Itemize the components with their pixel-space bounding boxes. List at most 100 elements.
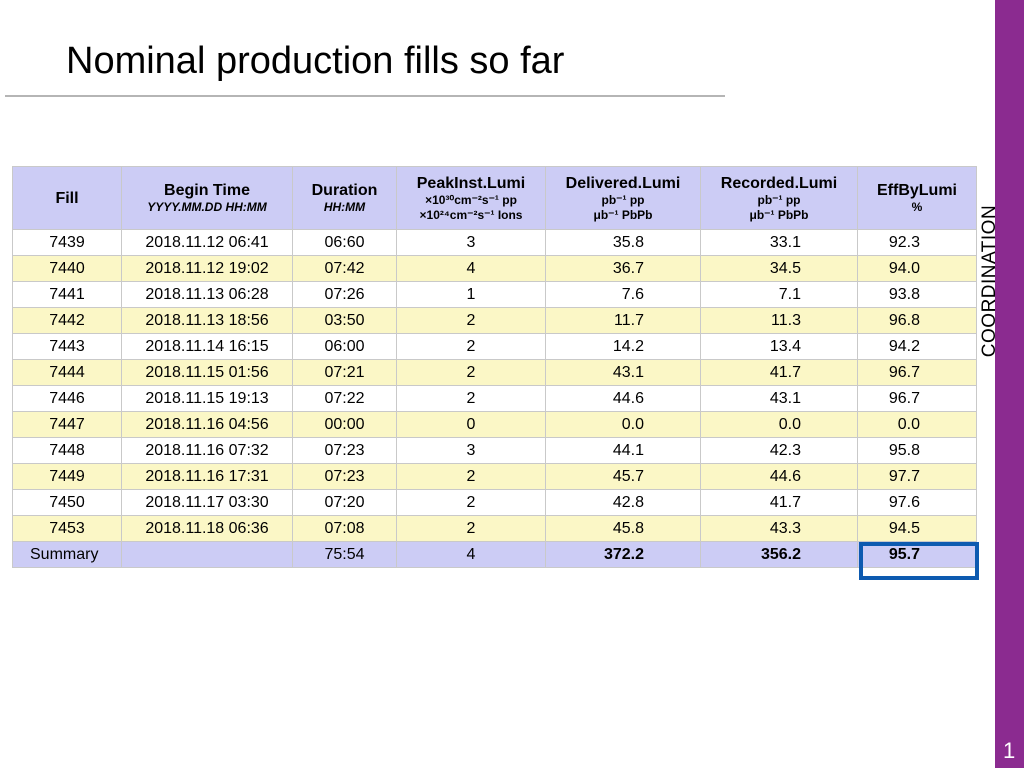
cell-begin-time: 2018.11.16 04:56: [121, 411, 293, 438]
cell-begin-time: 2018.11.16 17:31: [121, 463, 293, 490]
cell-duration: 07:26: [292, 281, 397, 308]
cell-peak: 2: [396, 515, 546, 542]
cell-recorded: 0.0: [700, 411, 858, 438]
cell-recorded: 43.1: [700, 385, 858, 412]
cell-fill: 7444: [12, 359, 122, 386]
cell-begin-time: 2018.11.15 01:56: [121, 359, 293, 386]
cell-recorded: 33.1: [700, 229, 858, 256]
cell-begin-time: 2018.11.15 19:13: [121, 385, 293, 412]
cell-fill: 7449: [12, 463, 122, 490]
cell-eff: 94.2: [857, 333, 977, 360]
table-header-row: Fill Begin Time YYYY.MM.DD HH:MM Duratio…: [12, 166, 977, 230]
cell-begin-time: 2018.11.18 06:36: [121, 515, 293, 542]
cell-duration: 07:20: [292, 489, 397, 516]
summary-duration: 75:54: [292, 541, 397, 568]
cell-fill: 7443: [12, 333, 122, 360]
cell-fill: 7447: [12, 411, 122, 438]
cell-recorded: 42.3: [700, 437, 858, 464]
cell-delivered: 14.2: [545, 333, 701, 360]
cell-fill: 7446: [12, 385, 122, 412]
cell-duration: 07:23: [292, 463, 397, 490]
cell-eff: 96.7: [857, 359, 977, 386]
cell-peak: 2: [396, 333, 546, 360]
cell-eff: 97.6: [857, 489, 977, 516]
summary-eff-highlight-box: [859, 542, 979, 580]
cell-fill: 7442: [12, 307, 122, 334]
cell-duration: 07:08: [292, 515, 397, 542]
cell-fill: 7448: [12, 437, 122, 464]
header-recorded-lumi: Recorded.Lumi pb⁻¹ pp μb⁻¹ PbPb: [700, 166, 858, 230]
cell-recorded: 13.4: [700, 333, 858, 360]
cell-eff: 94.5: [857, 515, 977, 542]
cell-peak: 2: [396, 463, 546, 490]
summary-peak: 4: [396, 541, 546, 568]
header-peak-inst-lumi: PeakInst.Lumi ×10³⁰cm⁻²s⁻¹ pp ×10²⁴cm⁻²s…: [396, 166, 546, 230]
cell-recorded: 41.7: [700, 359, 858, 386]
table-row: 7444 2018.11.15 01:56 07:21 2 43.1 41.7 …: [12, 359, 977, 386]
table-row: 7447 2018.11.16 04:56 00:00 0 0.0 0.0 0.…: [12, 411, 977, 438]
cell-recorded: 11.3: [700, 307, 858, 334]
cell-fill: 7453: [12, 515, 122, 542]
cell-recorded: 41.7: [700, 489, 858, 516]
cell-begin-time: 2018.11.17 03:30: [121, 489, 293, 516]
summary-row: Summary 75:54 4 372.2 356.2 95.7: [12, 541, 977, 568]
table-row: 7440 2018.11.12 19:02 07:42 4 36.7 34.5 …: [12, 255, 977, 282]
table-row: 7449 2018.11.16 17:31 07:23 2 45.7 44.6 …: [12, 463, 977, 490]
side-label: COORDINATION: [979, 204, 1000, 358]
header-begin-time: Begin Time YYYY.MM.DD HH:MM: [121, 166, 293, 230]
header-fill: Fill: [12, 166, 122, 230]
cell-eff: 96.7: [857, 385, 977, 412]
summary-begin-time: [121, 541, 293, 568]
cell-begin-time: 2018.11.16 07:32: [121, 437, 293, 464]
cell-duration: 03:50: [292, 307, 397, 334]
cell-peak: 2: [396, 307, 546, 334]
cell-peak: 2: [396, 359, 546, 386]
table-row: 7448 2018.11.16 07:32 07:23 3 44.1 42.3 …: [12, 437, 977, 464]
cell-duration: 07:42: [292, 255, 397, 282]
cell-delivered: 45.8: [545, 515, 701, 542]
table-row: 7450 2018.11.17 03:30 07:20 2 42.8 41.7 …: [12, 489, 977, 516]
cell-duration: 06:00: [292, 333, 397, 360]
cell-eff: 97.7: [857, 463, 977, 490]
cell-begin-time: 2018.11.12 06:41: [121, 229, 293, 256]
table-row: 7441 2018.11.13 06:28 07:26 1 7.6 7.1 93…: [12, 281, 977, 308]
cell-begin-time: 2018.11.13 06:28: [121, 281, 293, 308]
cell-peak: 4: [396, 255, 546, 282]
side-bar: [995, 0, 1024, 768]
cell-eff: 93.8: [857, 281, 977, 308]
cell-fill: 7440: [12, 255, 122, 282]
cell-delivered: 0.0: [545, 411, 701, 438]
cell-delivered: 45.7: [545, 463, 701, 490]
cell-peak: 0: [396, 411, 546, 438]
summary-label: Summary: [12, 541, 122, 568]
cell-peak: 2: [396, 489, 546, 516]
cell-delivered: 44.1: [545, 437, 701, 464]
cell-duration: 07:23: [292, 437, 397, 464]
cell-delivered: 42.8: [545, 489, 701, 516]
cell-fill: 7441: [12, 281, 122, 308]
cell-delivered: 43.1: [545, 359, 701, 386]
title-underline: [5, 95, 725, 97]
fills-table: Fill Begin Time YYYY.MM.DD HH:MM Duratio…: [12, 166, 977, 568]
cell-peak: 3: [396, 437, 546, 464]
cell-fill: 7439: [12, 229, 122, 256]
cell-duration: 06:60: [292, 229, 397, 256]
table-row: 7453 2018.11.18 06:36 07:08 2 45.8 43.3 …: [12, 515, 977, 542]
slide-title: Nominal production fills so far: [66, 40, 565, 82]
header-eff-by-lumi: EffByLumi %: [857, 166, 977, 230]
cell-duration: 07:22: [292, 385, 397, 412]
cell-recorded: 44.6: [700, 463, 858, 490]
cell-begin-time: 2018.11.12 19:02: [121, 255, 293, 282]
table-row: 7442 2018.11.13 18:56 03:50 2 11.7 11.3 …: [12, 307, 977, 334]
cell-delivered: 36.7: [545, 255, 701, 282]
cell-recorded: 7.1: [700, 281, 858, 308]
cell-delivered: 35.8: [545, 229, 701, 256]
summary-delivered: 372.2: [545, 541, 701, 568]
table-row: 7443 2018.11.14 16:15 06:00 2 14.2 13.4 …: [12, 333, 977, 360]
header-duration: Duration HH:MM: [292, 166, 397, 230]
table-row: 7446 2018.11.15 19:13 07:22 2 44.6 43.1 …: [12, 385, 977, 412]
cell-eff: 92.3: [857, 229, 977, 256]
summary-recorded: 356.2: [700, 541, 858, 568]
cell-duration: 00:00: [292, 411, 397, 438]
cell-recorded: 34.5: [700, 255, 858, 282]
